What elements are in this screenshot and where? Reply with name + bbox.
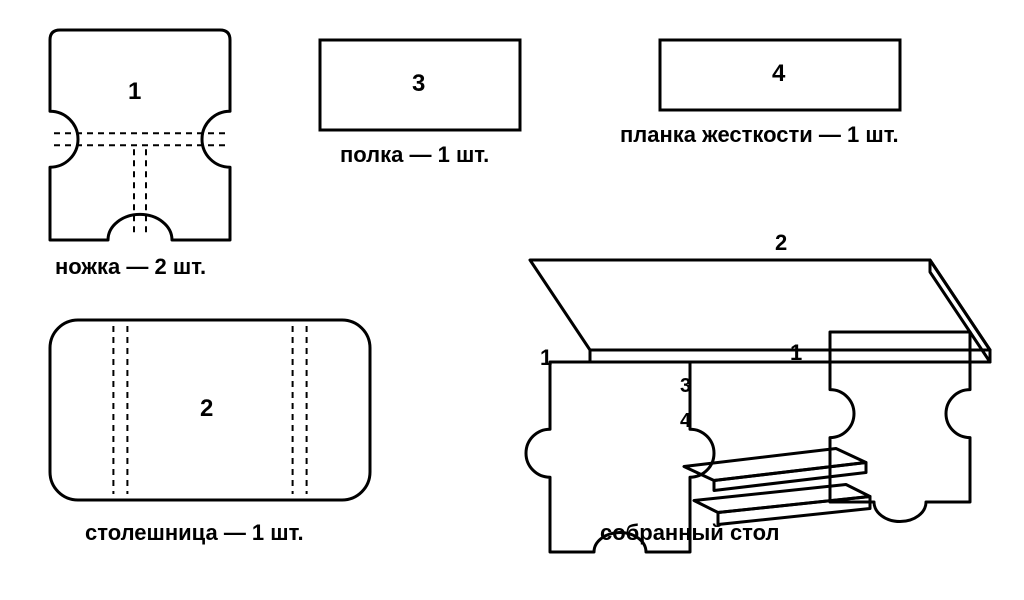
- assembled-leg-left-number: 1: [540, 345, 552, 371]
- diagram-canvas: 1 ножка — 2 шт. 3 полка — 1 шт. 4 планка…: [0, 0, 1024, 600]
- part-brace-label: планка жесткости — 1 шт.: [620, 122, 899, 148]
- assembled-leg-right-number: 1: [790, 340, 802, 366]
- part-leg-number: 1: [128, 78, 141, 106]
- part-leg-label: ножка — 2 шт.: [55, 254, 206, 280]
- part-brace-number: 4: [772, 60, 785, 88]
- assembled-shelf-number: 3: [680, 375, 691, 398]
- part-top-number: 2: [200, 395, 213, 423]
- part-top-label: столешница — 1 шт.: [85, 520, 304, 546]
- part-shelf-label: полка — 1 шт.: [340, 142, 489, 168]
- diagram-svg: [0, 0, 1024, 600]
- assembled-top-number: 2: [775, 230, 787, 256]
- assembled-brace-number: 4: [680, 410, 691, 433]
- part-shelf-number: 3: [412, 70, 425, 98]
- assembled-label: собранный стол: [600, 520, 780, 546]
